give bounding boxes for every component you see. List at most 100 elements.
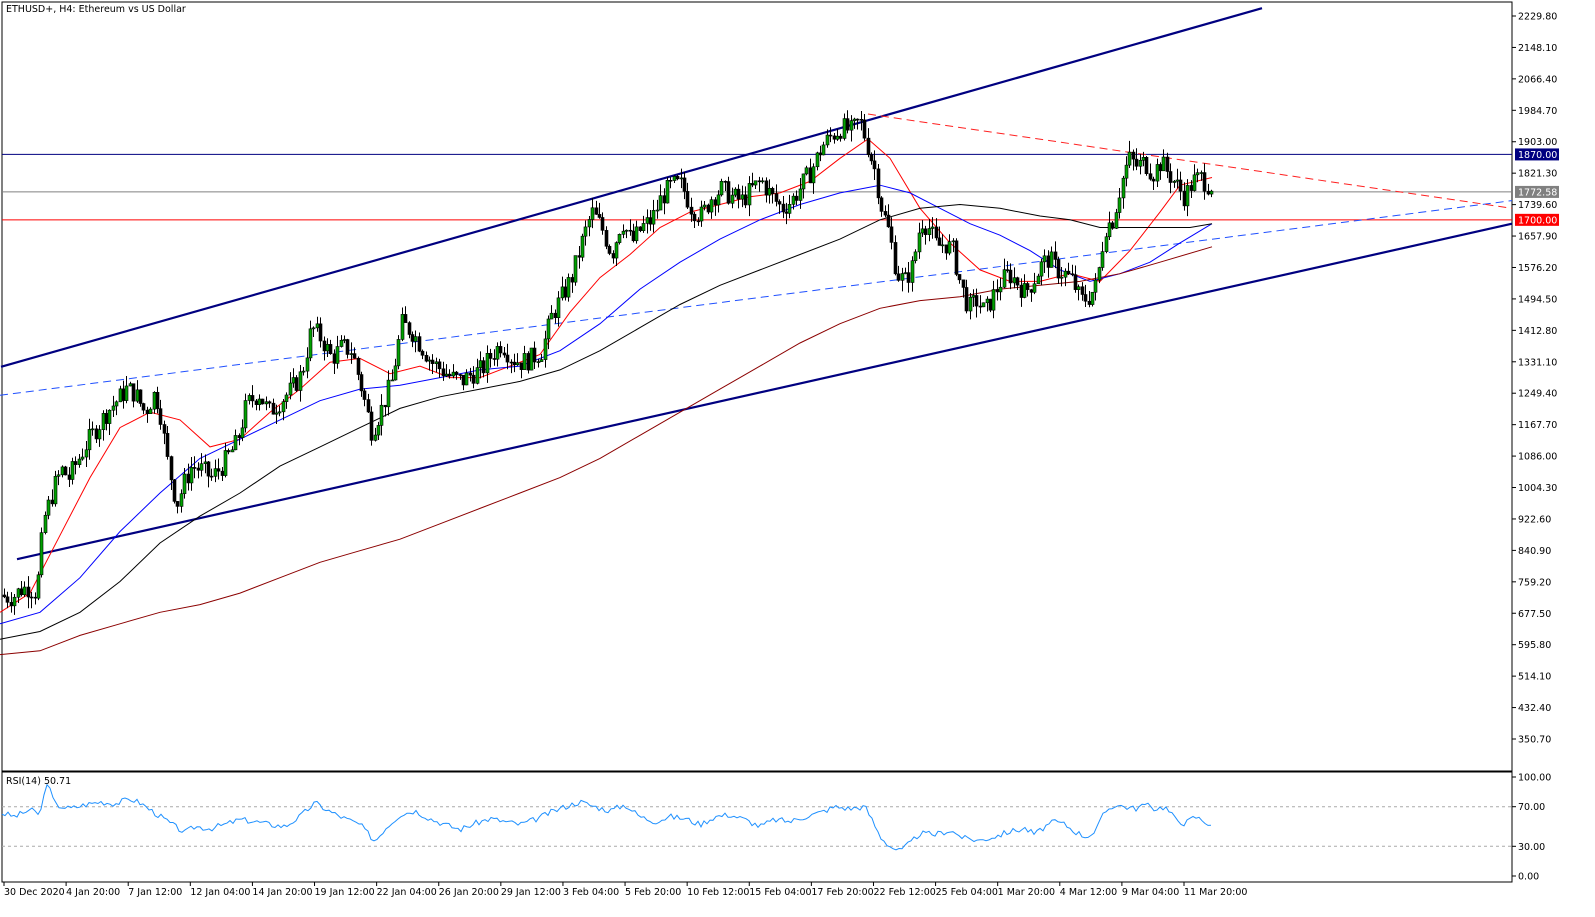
price-tick-label: 840.90: [1518, 546, 1551, 557]
candle-up: [427, 359, 432, 362]
ma-black-line: [0, 203, 1213, 640]
candle-down: [505, 354, 510, 363]
candle-up: [305, 357, 310, 372]
candle-down: [50, 499, 55, 505]
channel-upper-line: [0, 7, 1263, 368]
level-tag: [1515, 213, 1559, 226]
candle-down: [553, 312, 558, 319]
candle-up: [900, 273, 905, 281]
candle-down: [876, 168, 881, 199]
candle-down: [1019, 284, 1024, 298]
candle-up: [1192, 174, 1197, 191]
candle-down: [879, 197, 884, 212]
candle-down: [978, 305, 983, 308]
candle-up: [464, 372, 469, 386]
candle-up: [760, 180, 765, 183]
candle-down: [1168, 171, 1173, 183]
candle-up: [291, 377, 296, 384]
candle-down: [206, 461, 211, 477]
candle-up: [39, 532, 44, 576]
candle-up: [257, 398, 262, 405]
price-tick-label: 677.50: [1518, 609, 1551, 620]
candle-down: [750, 183, 755, 186]
candle-down: [359, 374, 364, 392]
price-tick-label: 1331.10: [1518, 357, 1557, 368]
candle-up: [43, 514, 48, 533]
candle-down: [138, 389, 143, 404]
candle-down: [1165, 156, 1170, 172]
candle-up: [53, 476, 58, 505]
candle-down: [226, 450, 231, 453]
candle-up: [536, 361, 541, 363]
time-tick-label: 5 Feb 20:00: [625, 887, 681, 898]
candle-down: [1189, 185, 1194, 191]
candle-up: [835, 135, 840, 140]
candle-down: [866, 137, 871, 155]
candle-down: [893, 242, 898, 275]
candle-up: [80, 456, 85, 460]
candle-down: [685, 191, 690, 208]
candle-up: [342, 339, 347, 341]
candle-down: [957, 274, 962, 281]
candle-up: [791, 195, 796, 205]
candle-up: [842, 118, 847, 139]
candle-down: [845, 118, 850, 131]
candle-down: [838, 135, 843, 139]
price-tick-label: 432.40: [1518, 703, 1551, 714]
candle-up: [1012, 277, 1017, 284]
candle-down: [250, 395, 255, 402]
candle-up: [264, 401, 269, 405]
candle-up: [1100, 251, 1105, 268]
candle-down: [267, 401, 272, 404]
candle-up: [1032, 283, 1037, 293]
candle-down: [886, 214, 891, 228]
candle-down: [454, 371, 459, 375]
time-tick-label: 4 Mar 12:00: [1060, 887, 1117, 898]
candle-up: [716, 194, 721, 206]
candle-up: [940, 244, 945, 247]
candle-up: [821, 144, 826, 156]
price-tick-label: 595.80: [1518, 640, 1551, 651]
rsi-line: [1, 783, 1212, 851]
candle-down: [158, 408, 163, 425]
candle-up: [641, 223, 646, 231]
candle-up: [951, 240, 956, 243]
price-tick-label: 2066.40: [1518, 74, 1557, 85]
candle-down: [736, 188, 741, 200]
time-tick-label: 1 Mar 20:00: [998, 887, 1055, 898]
time-tick-label: 17 Feb 20:00: [811, 887, 873, 898]
candle-down: [67, 474, 72, 480]
candle-up: [679, 177, 684, 180]
candle-up: [753, 180, 758, 186]
candle-up: [804, 167, 809, 175]
candle-up: [529, 347, 534, 371]
candle-up: [1090, 291, 1095, 305]
candle-down: [369, 411, 374, 441]
candle-down: [974, 295, 979, 307]
candle-down: [345, 339, 350, 355]
candle-up: [247, 395, 252, 401]
price-tick-label: 1086.00: [1518, 452, 1557, 463]
price-tick-label: 922.60: [1518, 514, 1551, 525]
candle-up: [1121, 177, 1126, 199]
candle-down: [662, 195, 667, 204]
candle-up: [981, 302, 986, 308]
candle-up: [947, 241, 952, 254]
candle-down: [1008, 269, 1013, 284]
candle-up: [811, 166, 816, 184]
candle-down: [155, 391, 160, 409]
level-tag: [1515, 185, 1559, 198]
candle-down: [937, 237, 942, 246]
candle-up: [747, 183, 752, 206]
time-tick-label: 11 Mar 20:00: [1184, 887, 1247, 898]
candle-up: [624, 229, 629, 232]
price-tick-label: 1821.30: [1518, 169, 1557, 180]
candle-up: [22, 586, 27, 596]
rsi-tick-label: 0.00: [1518, 872, 1539, 883]
candle-down: [172, 479, 177, 502]
candle-up: [740, 194, 745, 200]
candle-down: [2, 594, 7, 598]
candle-up: [903, 272, 908, 274]
candle-up: [991, 289, 996, 311]
candle-up: [243, 400, 248, 429]
